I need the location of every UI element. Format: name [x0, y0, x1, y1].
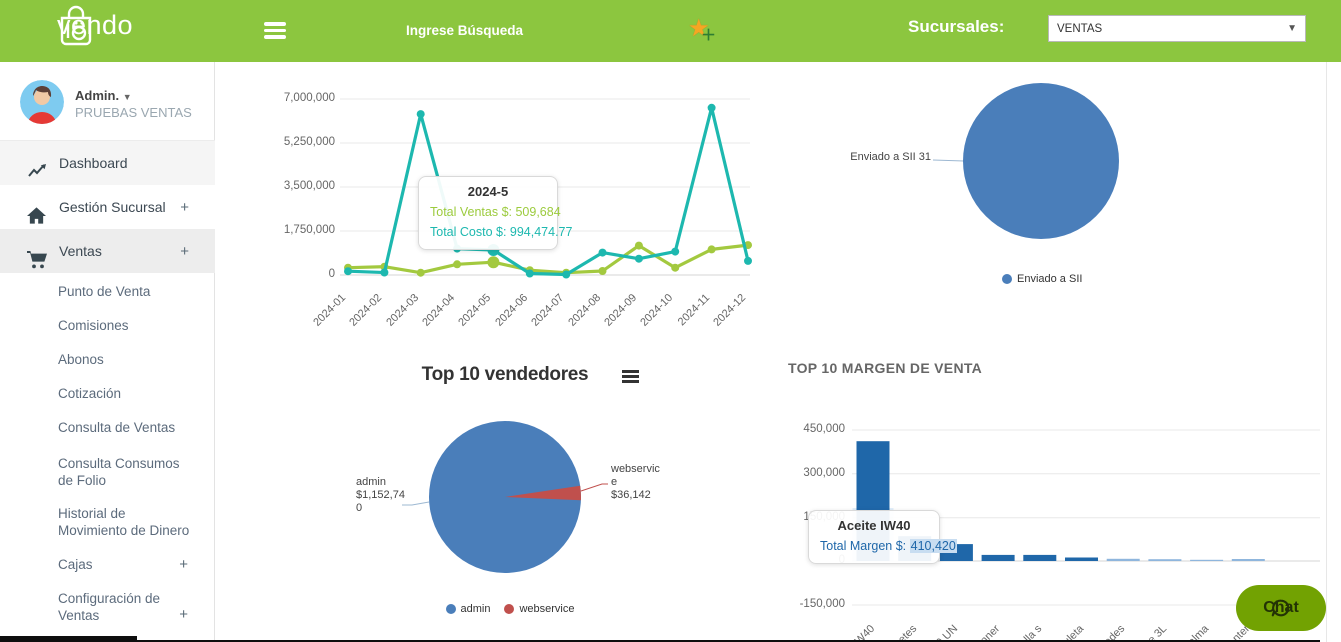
- expand-plus-icon[interactable]: +: [179, 556, 188, 573]
- bar-chart-tooltip: Aceite IW40 Total Margen $: 410,420: [808, 510, 957, 564]
- legend-label: admin: [460, 603, 491, 615]
- chat-button[interactable]: Chat: [1236, 585, 1326, 631]
- sidebar-item-gestión-sucursal[interactable]: Gestión Sucursal +: [0, 185, 215, 229]
- divider: [0, 140, 215, 141]
- expand-plus-icon[interactable]: +: [180, 242, 189, 260]
- sidebar-subitem-cotización[interactable]: Cotización: [58, 386, 122, 401]
- ventas-costo-line-chart[interactable]: [240, 85, 760, 300]
- vendedores-pie-legend: admin webservice: [430, 603, 590, 615]
- sii-pie-point-label: Enviado a SII 31: [850, 151, 931, 163]
- branch-select[interactable]: VENTAS ▼: [1048, 15, 1306, 42]
- line-chart-y-tick: 3,500,000: [283, 180, 335, 192]
- bar-chart-y-tick: 300,000: [803, 466, 845, 479]
- sucursales-label: Sucursales:: [908, 17, 1005, 36]
- chevron-down-icon: ▼: [1287, 23, 1297, 34]
- sidebar-subitem-cajas[interactable]: Cajas: [58, 557, 93, 572]
- sidebar-subitem-consulta-de-ventas[interactable]: Consulta de Ventas: [58, 420, 176, 435]
- line-chart-y-tick: 0: [328, 268, 335, 280]
- tooltip-margen-row: Total Margen $: 410,420: [820, 539, 957, 553]
- search-input[interactable]: Ingrese Búsqueda: [406, 23, 524, 38]
- tooltip-value: 410,420: [909, 539, 957, 553]
- avatar: [20, 80, 64, 124]
- sii-pie-chart[interactable]: [900, 75, 1200, 255]
- sidebar-subitem-configuración-de-ventas[interactable]: Configuración de Ventas: [58, 591, 161, 623]
- sidebar-subitem-historial-de-movimiento-de-dinero[interactable]: Historial de Movimiento de Dinero: [58, 506, 190, 538]
- sidebar-item-label: Dashboard: [59, 155, 128, 171]
- legend-item-enviado-a-sii[interactable]: Enviado a SII: [1002, 273, 1082, 285]
- tooltip-title: Aceite IW40: [837, 518, 911, 533]
- bottom-bar-fragment: [0, 636, 137, 642]
- chart-context-menu-icon[interactable]: [622, 370, 639, 383]
- legend-item-webservice[interactable]: webservice: [504, 603, 575, 615]
- sii-pie-legend: Enviado a SII: [1002, 273, 1082, 285]
- legend-label: webservice: [519, 603, 575, 615]
- bar-chart-y-tick: -150,000: [799, 598, 845, 610]
- tooltip-title: 2024-5: [467, 184, 509, 199]
- sidebar-subitem-punto-de-venta[interactable]: Punto de Venta: [58, 284, 151, 299]
- sidebar-subitem-consulta-consumos-de-folio[interactable]: Consulta Consumos de Folio: [58, 456, 180, 488]
- top-header: vendo Ingrese Búsqueda ★ ＋ Sucursales: V…: [0, 0, 1341, 62]
- plus-icon: ＋: [700, 27, 716, 44]
- expand-plus-icon[interactable]: +: [180, 198, 189, 216]
- legend-dot: [1002, 274, 1012, 284]
- sidebar-item-label: Ventas: [59, 243, 102, 259]
- chat-bubble-icon: [1271, 599, 1290, 617]
- vendedores-pie-chart[interactable]: [340, 405, 670, 595]
- tooltip-ventas-row: Total Ventas $: 509,684: [430, 205, 561, 219]
- line-chart-tooltip: 2024-5 Total Ventas $: 509,684 Total Cos…: [418, 176, 573, 250]
- sidebar-subitem-comisiones[interactable]: Comisiones: [58, 318, 129, 333]
- divider: [1326, 62, 1327, 642]
- legend-dot: [445, 604, 456, 614]
- star-icon: ★: [688, 15, 710, 42]
- sidebar-item-ventas[interactable]: Ventas +: [0, 229, 215, 273]
- bottom-line: [0, 640, 1320, 642]
- menu-toggle-icon[interactable]: [264, 22, 286, 39]
- vendedores-chart-title: Top 10 vendedores: [421, 364, 589, 385]
- bar-chart-y-tick: 450,000: [803, 423, 845, 435]
- line-chart-y-tick: 5,250,000: [283, 136, 335, 148]
- expand-plus-icon[interactable]: +: [179, 606, 188, 623]
- tooltip-costo-row: Total Costo $: 994,474.77: [430, 225, 573, 239]
- legend-item-admin[interactable]: admin: [445, 603, 491, 615]
- branch-select-value: VENTAS: [1057, 22, 1103, 35]
- sidebar: Admin. ▼ PRUEBAS VENTAS Dashboard Gestión…: [0, 62, 215, 642]
- shopping-bag-logo-icon: [60, 5, 92, 45]
- legend-dot: [504, 604, 515, 614]
- line-chart-y-tick: 7,000,000: [283, 92, 335, 104]
- vendedores-admin-label: admin $1,152,74 0: [356, 476, 405, 514]
- vendedores-webservice-label: webservic e $36,142: [611, 463, 660, 501]
- favorite-add-icon[interactable]: ★ ＋: [688, 15, 716, 44]
- app-logo[interactable]: vendo: [55, 5, 133, 45]
- margen-chart-title: TOP 10 MARGEN DE VENTA: [788, 360, 983, 376]
- legend-label: Enviado a SII: [1017, 273, 1083, 285]
- sidebar-item-dashboard[interactable]: Dashboard: [0, 141, 215, 185]
- sidebar-subitem-abonos[interactable]: Abonos: [58, 352, 104, 367]
- sidebar-item-label: Gestión Sucursal: [59, 199, 166, 215]
- chat-label: Chat: [1263, 599, 1299, 616]
- user-company: PRUEBAS VENTAS: [75, 105, 192, 120]
- main-content: [215, 62, 1341, 642]
- line-chart-y-tick: 1,750,000: [283, 224, 335, 236]
- caret-down-icon: ▼: [122, 92, 132, 102]
- user-name[interactable]: Admin. ▼: [75, 88, 132, 103]
- user-block[interactable]: Admin. ▼ PRUEBAS VENTAS: [0, 62, 215, 140]
